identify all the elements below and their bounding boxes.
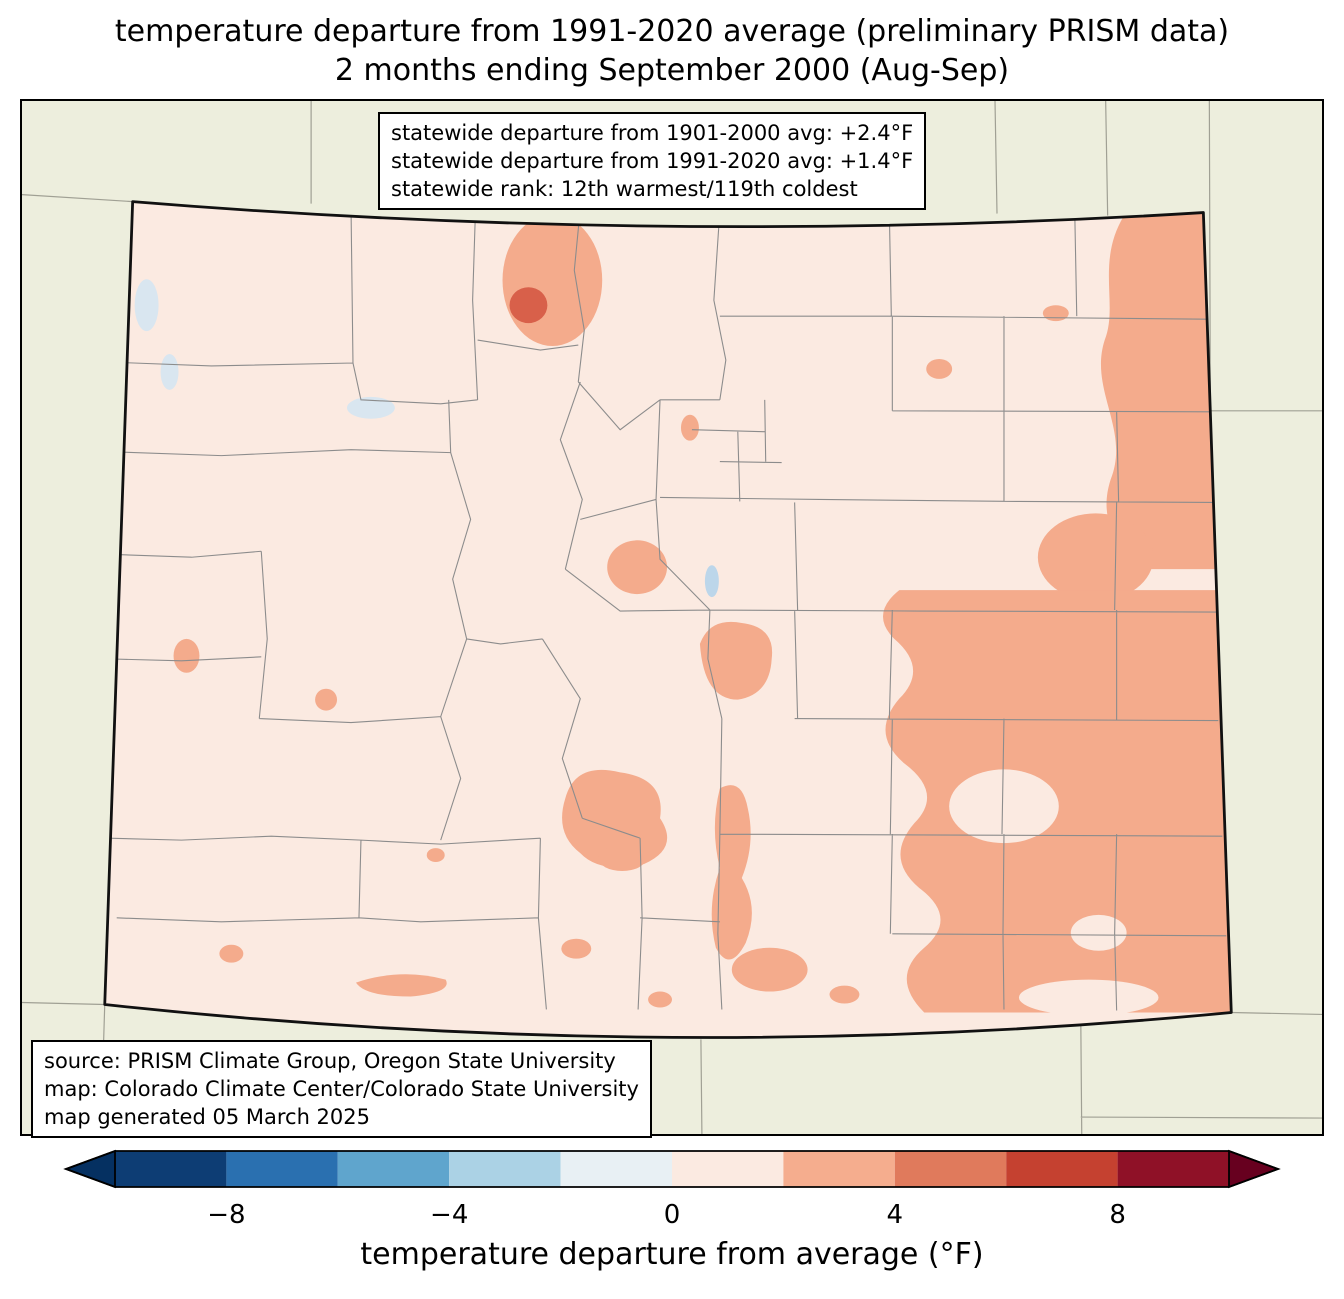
- reservoir: [704, 565, 719, 598]
- warm-blob: [598, 845, 647, 872]
- stats-line-1: statewide departure from 1901-2000 avg: …: [391, 121, 914, 145]
- strong-warm-core: [509, 287, 548, 324]
- warm-blob: [829, 985, 860, 1004]
- colorbar-tick-label: 8: [1109, 1200, 1126, 1230]
- source-line-1: source: PRISM Climate Group, Oregon Stat…: [44, 1049, 616, 1073]
- colorbar-tick-label: −8: [207, 1200, 245, 1230]
- warm-blob: [219, 944, 244, 963]
- warm-blob: [926, 359, 953, 379]
- warm-strip: [355, 974, 447, 997]
- warm-blob: [426, 848, 445, 863]
- warm-blob: [731, 947, 808, 992]
- colorbar-outline: [63, 1150, 1281, 1188]
- chart-title-line-1: temperature departure from 1991-2020 ave…: [114, 14, 1230, 49]
- warm-blob-south-central: [562, 769, 668, 868]
- colorbar-segment: [1006, 1151, 1118, 1187]
- colorbar-tick-label: 0: [664, 1200, 681, 1230]
- colorbar-segment: [783, 1151, 895, 1187]
- colorbar-tick-label: −4: [430, 1200, 468, 1230]
- colorbar-segment: [449, 1151, 561, 1187]
- warm-strip: [711, 785, 752, 960]
- warm-blob-north-central: [502, 214, 603, 347]
- warm-blob: [1037, 513, 1154, 602]
- source-attribution-box: source: PRISM Climate Group, Oregon Stat…: [31, 1040, 652, 1139]
- neighbor-state-lines: [22, 101, 1322, 1134]
- anomaly-blobs: [106, 201, 1232, 1016]
- statewide-stats-box: statewide departure from 1901-2000 avg: …: [378, 112, 927, 211]
- warm-blob: [680, 414, 699, 441]
- colorado-state-border: [103, 200, 1233, 1039]
- warm-blob: [1042, 305, 1069, 322]
- chart-title-line-2: 2 months ending September 2000 (Aug-Sep): [334, 53, 1010, 88]
- warm-blob: [561, 938, 592, 959]
- colorbar-segment: [115, 1151, 227, 1187]
- stats-line-2: statewide departure from 1991-2020 avg: …: [391, 149, 914, 174]
- warm-mass-southeast: [882, 590, 1232, 1013]
- mild-hole: [949, 769, 1059, 844]
- colorbar-over-arrow: [1228, 1149, 1281, 1189]
- colorbar-segment: [894, 1151, 1007, 1187]
- map-axes-frame: [20, 99, 1324, 1136]
- stats-line-3: statewide rank: 12th warmest/119th colde…: [391, 177, 858, 202]
- warm-blob: [699, 621, 773, 700]
- colorbar-segment: [560, 1151, 672, 1187]
- warm-blob: [173, 638, 200, 673]
- colorbar-segment: [1117, 1151, 1229, 1187]
- source-line-2: map: Colorado Climate Center/Colorado St…: [44, 1077, 639, 1102]
- colorado-anomaly-map: [22, 101, 1322, 1134]
- warm-blob: [648, 991, 672, 1008]
- colorbar-under-arrow: [63, 1149, 116, 1189]
- mild-hole: [1018, 979, 1159, 1016]
- cool-blob-northwest: [134, 279, 159, 332]
- cool-blob: [347, 396, 395, 419]
- colorbar-tick-labels: −8 −4 0 4 8: [207, 1200, 1126, 1230]
- cool-blob: [160, 354, 179, 390]
- colorbar-segment: [672, 1151, 784, 1187]
- colorbar: −8 −4 0 4 8: [63, 1149, 1281, 1230]
- warm-blob: [607, 540, 668, 595]
- colorbar-axis-label: temperature departure from average (°F): [360, 1237, 984, 1272]
- county-boundaries: [106, 204, 1227, 1011]
- source-line-3: map generated 05 March 2025: [44, 1105, 371, 1130]
- colorbar-segments: [115, 1151, 1229, 1187]
- colorbar-segment: [337, 1151, 450, 1187]
- warm-blob: [315, 688, 338, 711]
- colorbar-tick-label: 4: [887, 1200, 904, 1230]
- colorbar-segment: [226, 1151, 338, 1187]
- mild-hole: [1070, 914, 1127, 951]
